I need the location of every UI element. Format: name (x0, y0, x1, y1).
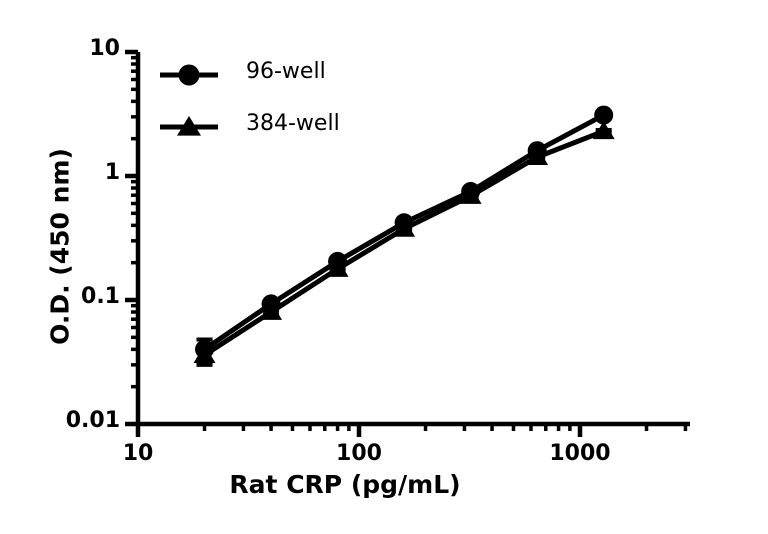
legend-item-label: 96-well (246, 59, 326, 84)
data-point-triangle (592, 121, 615, 140)
legend-markers (160, 64, 218, 136)
legend-marker-circle (178, 64, 200, 86)
x-tick-label: 100 (336, 441, 382, 466)
data-point-triangle (260, 301, 283, 320)
y-tick-label: 0.01 (65, 408, 120, 433)
x-axis-title: Rat CRP (pg/mL) (229, 470, 461, 499)
y-axis-title: O.D. (450 nm) (45, 148, 75, 345)
axes (125, 49, 690, 437)
data-series (193, 105, 615, 367)
y-tick-label: 10 (89, 36, 120, 61)
y-tick-label: 0.1 (81, 284, 120, 309)
data-point-triangle (326, 258, 349, 277)
y-tick-label: 1 (104, 160, 120, 185)
x-tick-label: 1000 (549, 441, 611, 466)
data-point-triangle (193, 344, 216, 363)
data-point-triangle (393, 218, 416, 237)
legend-item-label: 384-well (246, 111, 340, 136)
legend-marker-triangle (177, 115, 201, 136)
data-point-triangle (526, 146, 549, 166)
x-tick-label: 10 (122, 441, 154, 466)
data-point-triangle (459, 185, 482, 204)
data-point-circle (594, 105, 614, 125)
